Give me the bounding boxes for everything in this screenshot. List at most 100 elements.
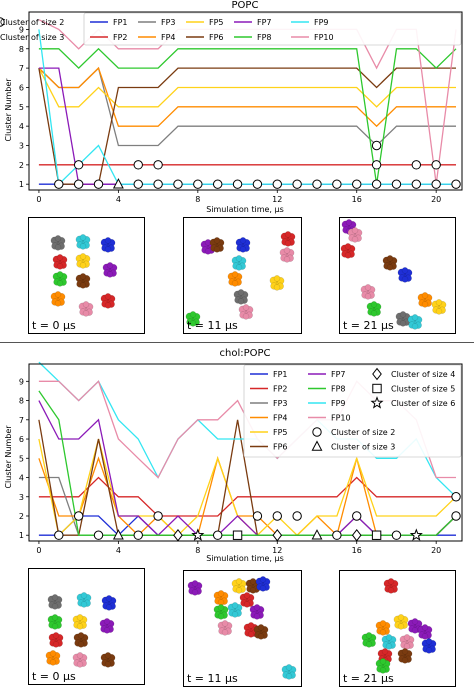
protein-blob <box>231 578 247 594</box>
snapshot-panel: t = 11 μs <box>183 570 302 687</box>
cluster-marker <box>371 160 382 170</box>
cluster-marker <box>352 511 362 521</box>
protein-blob <box>47 594 63 610</box>
x-tick-label: 0 <box>36 195 41 204</box>
protein-blob <box>50 235 66 251</box>
y-tick-label: 9 <box>19 25 24 34</box>
protein-blob <box>249 604 265 620</box>
protein-blob <box>75 234 91 250</box>
protein-blob <box>102 262 118 278</box>
protein-blob <box>431 299 447 315</box>
legend: FP1 FP2 FP3 FP4 FP5 FP6 FP7 FP8 FP9 FP10 Cluster o… <box>243 364 462 458</box>
chart-title: chol:POPC <box>219 348 270 359</box>
cluster-marker <box>451 511 461 521</box>
protein-blob <box>269 275 285 291</box>
y-tick-label: 4 <box>19 122 24 131</box>
y-tick-label: 7 <box>19 64 24 73</box>
protein-blob <box>383 578 399 594</box>
cluster-marker <box>391 530 402 540</box>
protein-blob <box>393 614 409 630</box>
plot-frame <box>28 11 463 191</box>
protein-blob <box>238 304 254 320</box>
cluster-marker <box>153 160 163 170</box>
y-tick-label: 8 <box>19 397 24 406</box>
protein-blob <box>233 289 249 305</box>
protein-blob <box>382 255 398 271</box>
legend-label: FP9 <box>314 18 329 27</box>
protein-blob <box>209 237 225 253</box>
x-tick-label: 0 <box>36 546 41 555</box>
y-tick-label: 9 <box>19 377 24 386</box>
snapshot-row-bottom: t = 0 μs t = 11 μs t = 21 μs <box>28 568 456 687</box>
series-line-fp8 <box>38 390 457 536</box>
x-tick-label: 20 <box>431 195 441 204</box>
legend-label: FP8 <box>257 33 272 42</box>
protein-blob <box>347 227 363 243</box>
legend-label: FP7 <box>257 18 272 27</box>
legend-marker <box>312 427 322 437</box>
cluster-marker <box>409 528 423 541</box>
legend-label: FP5 <box>273 428 288 437</box>
snapshot-panel: t = 21 μs <box>339 570 456 687</box>
protein-blob <box>100 293 116 309</box>
legend-marker <box>372 383 382 394</box>
cluster-marker <box>391 179 402 189</box>
legend-marker <box>0 17 5 27</box>
cluster-marker <box>133 179 143 189</box>
cluster-marker <box>371 140 382 151</box>
cluster-marker <box>431 179 441 189</box>
cluster-marker <box>133 530 143 540</box>
protein-blob <box>217 620 233 636</box>
protein-blob <box>417 624 433 640</box>
protein-blob <box>361 632 377 648</box>
protein-blob <box>417 292 433 308</box>
snapshot-frame <box>28 568 145 685</box>
protein-blob <box>340 243 356 259</box>
protein-blob <box>72 652 88 668</box>
legend-label: FP1 <box>273 370 288 379</box>
x-tick-label: 12 <box>272 546 282 555</box>
cluster-marker <box>292 511 302 521</box>
cluster-marker <box>133 160 143 170</box>
y-tick-label: 5 <box>19 103 24 112</box>
protein-blob <box>375 620 391 636</box>
y-tick-label: 7 <box>19 416 24 425</box>
legend-label: FP5 <box>209 18 224 27</box>
cluster-marker <box>411 160 422 170</box>
cluster-marker <box>431 160 441 170</box>
plot-frame <box>28 363 463 542</box>
protein-blob <box>187 580 203 596</box>
cluster-marker <box>371 530 382 540</box>
protein-blob <box>78 301 94 317</box>
legend-label: Cluster of size 4 <box>391 370 455 379</box>
legend-label: FP9 <box>331 399 346 408</box>
snapshot-frame <box>183 570 302 687</box>
legend-box <box>83 12 462 46</box>
protein-blob <box>399 634 415 650</box>
cluster-marker <box>312 179 322 189</box>
series-line-fp5 <box>38 67 456 108</box>
cluster-marker <box>451 179 461 189</box>
cluster-marker <box>73 511 84 521</box>
cluster-marker <box>252 511 263 521</box>
snapshot-row-top: t = 0 μs t = 11 μs t = 21 μs <box>28 217 456 334</box>
protein-blob <box>235 237 251 253</box>
cluster-marker <box>371 179 382 189</box>
legend-label: Cluster of size 2 <box>0 18 64 27</box>
x-tick-label: 20 <box>431 546 441 555</box>
protein-blob <box>100 652 116 668</box>
series-line-fp4 <box>38 66 456 128</box>
legend-label: Cluster of size 2 <box>331 428 395 437</box>
y-tick-label: 6 <box>19 83 24 92</box>
cluster-marker <box>232 530 243 540</box>
x-tick-label: 4 <box>116 195 121 204</box>
y-axis-label: Cluster Number <box>4 425 13 489</box>
cluster-marker <box>351 528 362 542</box>
legend-label: FP8 <box>331 385 346 394</box>
series-line-fp3 <box>38 476 457 536</box>
protein-blob <box>48 632 64 648</box>
protein-blob <box>227 602 243 618</box>
cluster-marker <box>153 179 163 189</box>
